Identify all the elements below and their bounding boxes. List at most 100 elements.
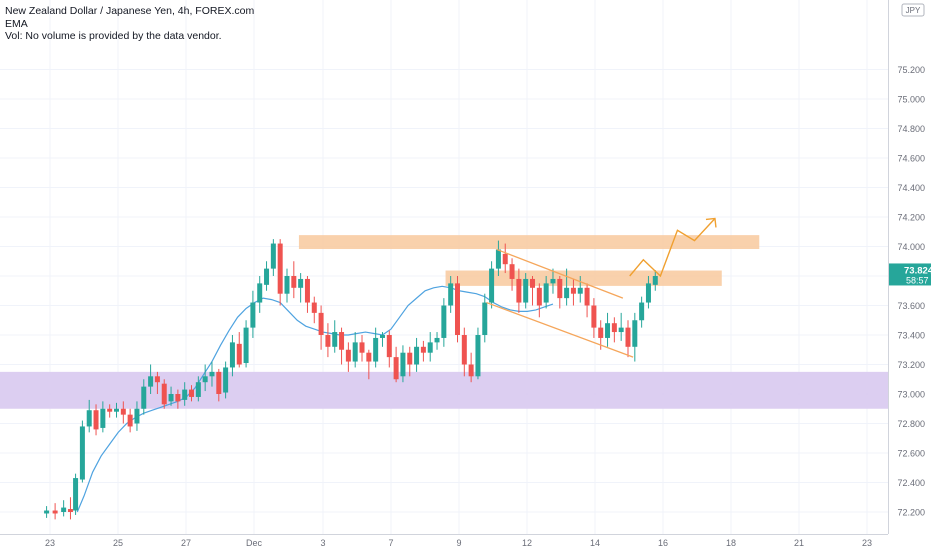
candle-body bbox=[318, 312, 324, 335]
candle-body bbox=[393, 357, 399, 380]
candle-body bbox=[264, 268, 270, 285]
x-tick-label: 27 bbox=[181, 538, 191, 548]
candle-26 bbox=[223, 361, 229, 399]
candle-body bbox=[427, 342, 433, 353]
y-tick-label: 72.600 bbox=[897, 449, 925, 459]
candle-27 bbox=[229, 335, 235, 377]
candle-37 bbox=[298, 273, 304, 303]
candle-84 bbox=[618, 312, 624, 341]
candle-0 bbox=[44, 506, 50, 518]
candle-body bbox=[434, 337, 440, 343]
candle-34 bbox=[277, 239, 283, 306]
candle-body bbox=[564, 287, 570, 299]
candle-body bbox=[359, 342, 365, 353]
candle-68 bbox=[509, 258, 515, 291]
candle-body bbox=[298, 278, 304, 288]
candle-7 bbox=[93, 404, 99, 436]
candle-42 bbox=[332, 320, 338, 353]
candle-45 bbox=[352, 332, 358, 368]
y-tick-label: 74.800 bbox=[897, 124, 925, 134]
candle-body bbox=[52, 510, 58, 514]
last-price-value: 73.824 bbox=[904, 265, 932, 276]
y-tick-label: 73.000 bbox=[897, 390, 925, 400]
candle-body bbox=[618, 327, 624, 333]
y-tick-label: 74.400 bbox=[897, 183, 925, 193]
candle-body bbox=[468, 364, 474, 377]
x-tick-label: 21 bbox=[794, 538, 804, 548]
candle-33 bbox=[270, 239, 276, 276]
symbol-title[interactable]: New Zealand Dollar / Japanese Yen, 4h, F… bbox=[5, 5, 255, 17]
candle-6 bbox=[86, 399, 92, 433]
candle-79 bbox=[584, 283, 590, 318]
candle-73 bbox=[543, 276, 549, 309]
x-tick-label: 18 bbox=[726, 538, 736, 548]
candle-53 bbox=[407, 346, 413, 377]
candle-body bbox=[509, 264, 515, 279]
x-tick-label: 23 bbox=[862, 538, 872, 548]
y-tick-label: 73.400 bbox=[897, 331, 925, 341]
candle-74 bbox=[550, 268, 556, 294]
candle-30 bbox=[250, 290, 256, 338]
y-tick-label: 74.000 bbox=[897, 242, 925, 252]
candle-body bbox=[202, 376, 208, 383]
candle-body bbox=[550, 278, 556, 284]
candle-countdown: 58:57 bbox=[906, 275, 929, 285]
candle-25 bbox=[216, 368, 222, 402]
y-tick-label: 73.200 bbox=[897, 360, 925, 370]
candle-body bbox=[161, 383, 167, 405]
candle-56 bbox=[427, 332, 433, 362]
candle-body bbox=[598, 327, 604, 338]
y-tick-label: 73.600 bbox=[897, 301, 925, 311]
candle-body bbox=[414, 346, 420, 365]
projection-arrowhead bbox=[705, 217, 717, 228]
y-tick-label: 72.200 bbox=[897, 508, 925, 518]
candle-5 bbox=[79, 420, 85, 483]
candle-86 bbox=[632, 312, 638, 362]
ema-indicator-label[interactable]: EMA bbox=[5, 17, 28, 30]
candle-body bbox=[420, 346, 426, 353]
candle-body bbox=[134, 408, 140, 424]
candle-body bbox=[502, 253, 508, 265]
candle-body bbox=[516, 278, 522, 303]
candle-54 bbox=[414, 337, 420, 372]
candle-60 bbox=[454, 276, 460, 343]
candle-11 bbox=[120, 401, 126, 424]
candle-1 bbox=[52, 503, 58, 520]
candle-body bbox=[543, 283, 549, 303]
x-tick-label: 23 bbox=[45, 538, 55, 548]
candle-49 bbox=[379, 332, 385, 347]
candle-body bbox=[605, 323, 611, 338]
candle-43 bbox=[339, 327, 345, 365]
candle-52 bbox=[400, 345, 406, 383]
candle-69 bbox=[516, 268, 522, 313]
candle-80 bbox=[591, 298, 597, 338]
candle-body bbox=[625, 327, 631, 347]
candle-body bbox=[291, 276, 297, 288]
candle-63 bbox=[475, 327, 481, 380]
candle-body bbox=[339, 332, 345, 350]
candle-body bbox=[645, 283, 651, 303]
candle-body bbox=[536, 287, 542, 306]
candle-28 bbox=[236, 332, 242, 368]
candle-50 bbox=[386, 330, 392, 368]
candle-66 bbox=[495, 240, 501, 276]
y-tick-label: 74.600 bbox=[897, 154, 925, 164]
candle-body bbox=[304, 278, 310, 303]
candle-14 bbox=[141, 379, 147, 415]
volume-note: Vol: No volume is provided by the data v… bbox=[5, 30, 222, 42]
candle-67 bbox=[502, 243, 508, 274]
candle-body bbox=[325, 335, 331, 347]
candle-4 bbox=[73, 473, 79, 515]
projection-path bbox=[629, 217, 716, 278]
candle-83 bbox=[611, 317, 617, 343]
candle-body bbox=[366, 352, 372, 362]
candle-20 bbox=[182, 382, 188, 406]
candle-55 bbox=[420, 340, 426, 362]
x-tick-label: 9 bbox=[456, 538, 461, 548]
candle-body bbox=[591, 305, 597, 328]
candle-57 bbox=[434, 332, 440, 350]
candle-78 bbox=[577, 276, 583, 303]
y-tick-label: 72.800 bbox=[897, 419, 925, 429]
